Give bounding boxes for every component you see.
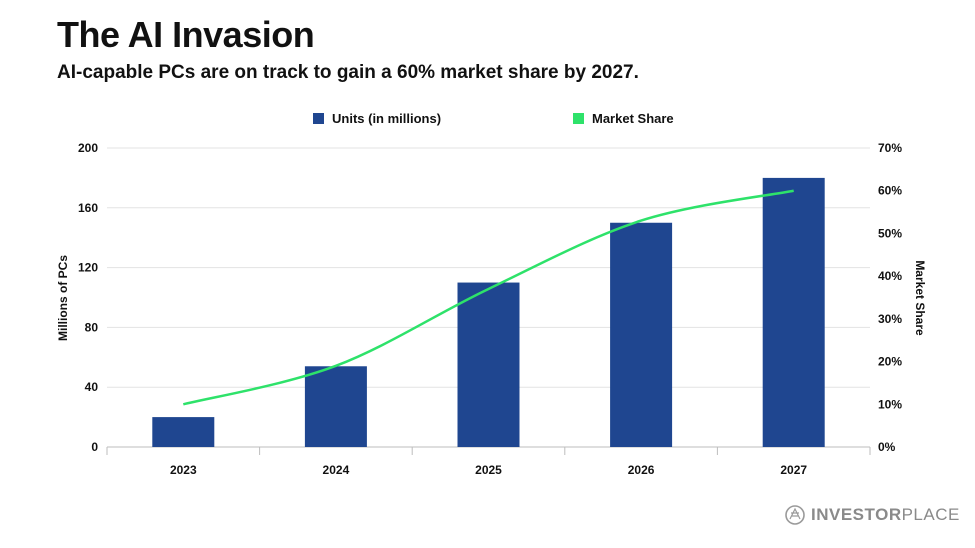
legend-label-market-share: Market Share [592, 111, 674, 126]
bar-2025 [457, 282, 520, 447]
x-tick-label: 2023 [170, 463, 197, 477]
legend-label-units: Units (in millions) [332, 111, 442, 126]
chart-title: The AI Invasion [57, 14, 315, 55]
y-tick-label-right: 30% [878, 312, 902, 326]
legend-item-market-share: Market Share [573, 111, 674, 126]
x-tick-label: 2024 [323, 463, 350, 477]
bar-2026 [610, 222, 673, 447]
y-tick-label-right: 20% [878, 355, 902, 369]
brand-name-light: PLACE [901, 505, 960, 524]
y-tick-label-right: 50% [878, 226, 902, 240]
legend-item-units: Units (in millions) [313, 111, 441, 126]
y-tick-label-left: 160 [78, 201, 98, 215]
investorplace-logo-icon [785, 505, 805, 525]
y-tick-label-right: 60% [878, 184, 902, 198]
x-tick-label: 2026 [628, 463, 655, 477]
brand-name-bold: INVESTOR [811, 505, 902, 524]
chart-subtitle: AI-capable PCs are on track to gain a 60… [57, 62, 639, 83]
legend-swatch-market-share [573, 113, 584, 124]
y-tick-label-left: 120 [78, 261, 98, 275]
market-share-line [182, 189, 794, 406]
y-tick-label-left: 80 [85, 320, 99, 334]
bar-2027 [762, 177, 825, 447]
y-tick-label-right: 40% [878, 269, 902, 283]
x-tick-label: 2025 [475, 463, 502, 477]
bar-2023 [152, 417, 215, 447]
y-tick-label-left: 200 [78, 141, 98, 155]
x-tick-label: 2027 [780, 463, 807, 477]
y-tick-label-right: 70% [878, 141, 902, 155]
y-tick-label-right: 10% [878, 397, 902, 411]
y-tick-label-left: 0 [91, 440, 98, 454]
y-tick-label-right: 0% [878, 440, 896, 454]
y-tick-label-left: 40 [85, 380, 99, 394]
legend-swatch-units [313, 113, 324, 124]
bar-2024 [304, 366, 367, 447]
brand-logo: INVESTORPLACE [785, 505, 960, 525]
